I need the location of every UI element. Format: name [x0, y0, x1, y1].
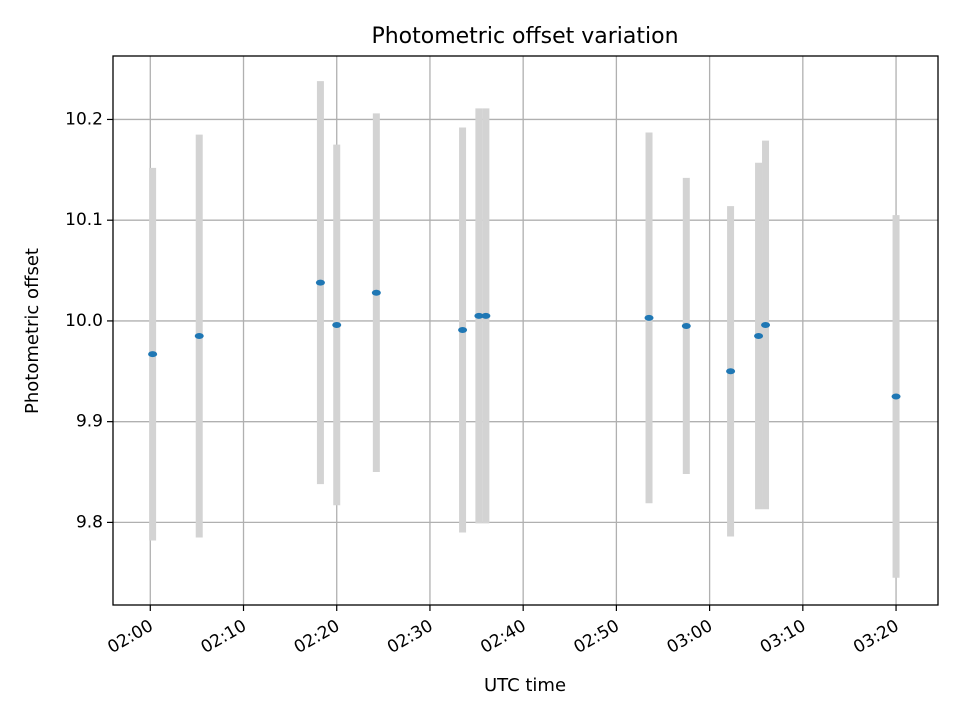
y-tick-label: 10.2 — [65, 109, 103, 129]
data-points — [148, 279, 901, 400]
y-axis-label: Photometric offset — [22, 248, 43, 414]
data-point — [458, 326, 468, 333]
data-point — [726, 368, 736, 375]
x-tick-label: 02:00 — [104, 616, 156, 658]
y-tick-label: 10.1 — [65, 210, 103, 230]
data-point — [644, 314, 654, 321]
data-point — [371, 289, 381, 296]
error-bars — [149, 81, 900, 578]
x-axis-ticks: 02:00 02:10 02:20 02:30 02:40 02:50 03:00 03:10… — [104, 605, 903, 658]
y-tick-label: 9.8 — [76, 512, 103, 532]
x-tick-label: 03:00 — [664, 616, 716, 658]
grid-lines — [113, 56, 938, 605]
data-point — [194, 333, 204, 340]
plot-frame — [112, 55, 939, 606]
data-point — [315, 279, 325, 286]
x-tick-label: 02:40 — [477, 616, 529, 658]
x-tick-label: 02:50 — [570, 616, 622, 658]
data-point — [754, 333, 764, 340]
x-tick-label: 02:20 — [291, 616, 343, 658]
x-tick-label: 02:30 — [384, 616, 436, 658]
data-point — [474, 312, 484, 319]
x-axis-label: UTC time — [484, 675, 566, 696]
x-tick-label: 02:10 — [198, 616, 250, 658]
data-point — [148, 351, 158, 358]
x-tick-label: 03:10 — [757, 616, 809, 658]
data-point — [891, 393, 901, 400]
chart-title: Photometric offset variation — [371, 24, 678, 49]
x-tick-label: 03:20 — [850, 616, 902, 658]
data-point — [332, 321, 342, 328]
y-axis-ticks: 9.8 9.9 10.0 10.1 10.2 — [65, 109, 113, 532]
data-point — [481, 312, 491, 319]
y-tick-label: 10.0 — [65, 311, 103, 331]
data-point — [761, 321, 771, 328]
data-point — [681, 322, 691, 329]
y-tick-label: 9.9 — [76, 412, 103, 432]
